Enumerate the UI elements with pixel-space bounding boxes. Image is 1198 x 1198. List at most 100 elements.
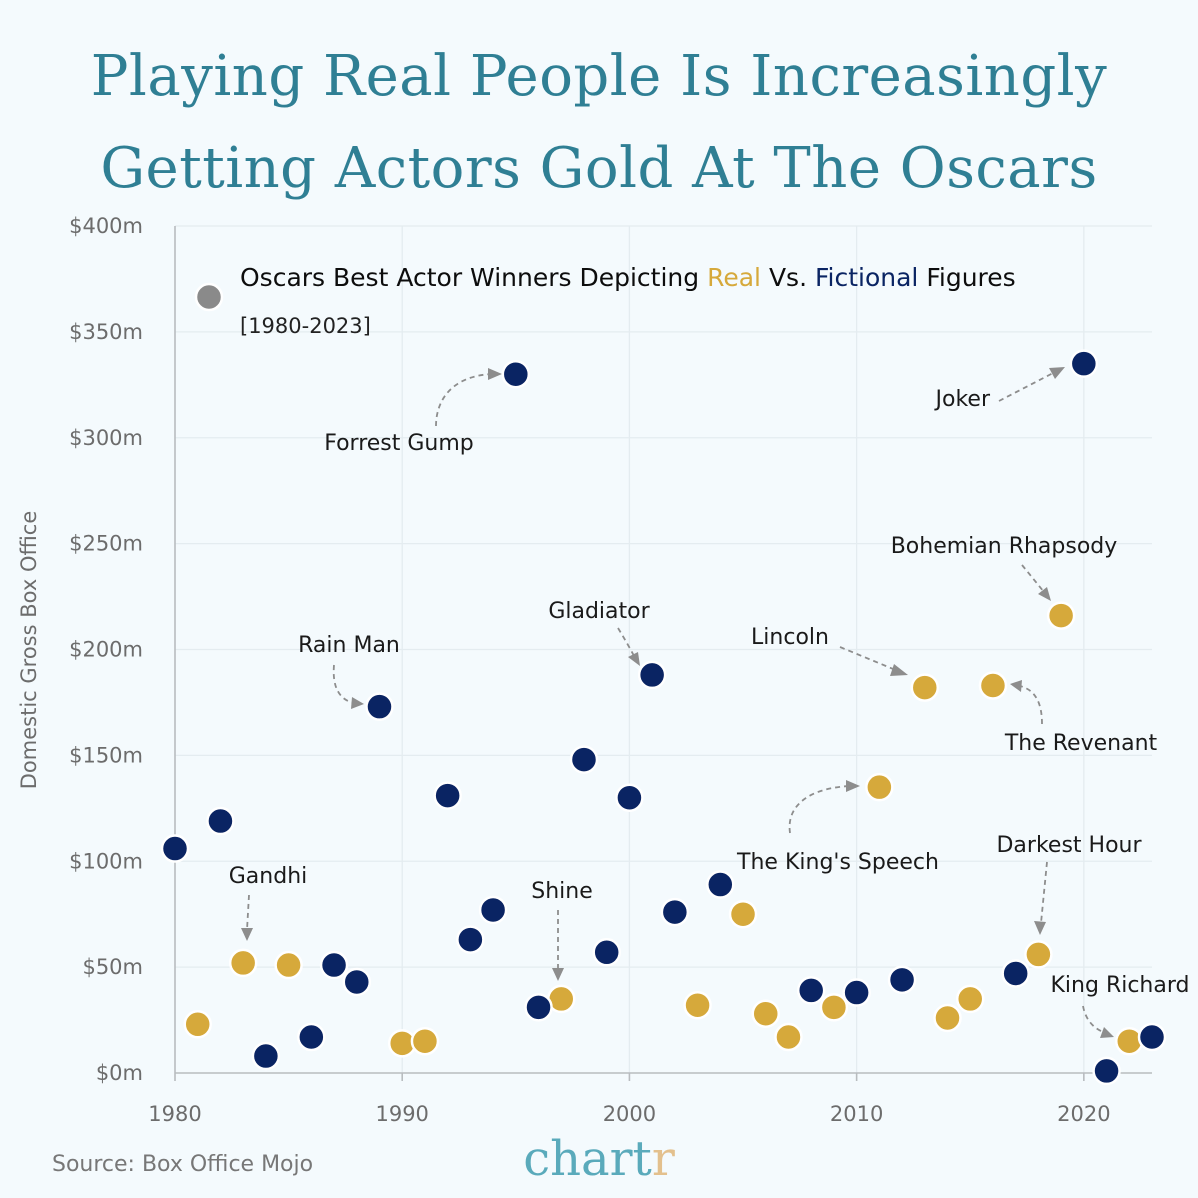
point-fictional-1988 — [342, 967, 372, 997]
arrowhead-the-kings-speech — [846, 780, 860, 792]
arrowhead-lincoln — [890, 664, 908, 676]
annotation-gandhi: Gandhi — [229, 864, 308, 889]
arrowhead-rain-man — [351, 697, 364, 709]
point-fictional-1980 — [160, 834, 190, 863]
arrow-king-richard — [1082, 1005, 1107, 1034]
y-tick-label: $250m — [69, 532, 143, 556]
point-fictional-1992 — [433, 781, 462, 810]
arrowhead-king-richard — [1100, 1027, 1114, 1038]
annotation-darkest-hour: Darkest Hour — [996, 833, 1142, 858]
point-fictional-1982 — [206, 806, 235, 836]
legend: Oscars Best Actor Winners Depicting Real… — [194, 263, 1016, 338]
data-points — [160, 349, 1167, 1086]
arrowhead-gladiator — [628, 652, 640, 666]
legend-prefix: Oscars Best Actor Winners Depicting — [240, 263, 707, 292]
point-real-2015 — [955, 984, 985, 1014]
arrow-lincoln — [839, 646, 899, 672]
annotations: Forrest Gump Joker Bohemian Rhapsody Gla… — [229, 367, 1190, 1038]
annotation-the-revenant: The Revenant — [1004, 731, 1158, 756]
y-tick-label: $50m — [82, 955, 143, 979]
y-tick-label: $100m — [69, 849, 143, 873]
arrow-forrest-gump — [435, 373, 493, 427]
arrowhead-darkest-hour — [1034, 921, 1046, 935]
point-fictional-1993 — [456, 925, 485, 954]
point-real-2003 — [683, 990, 712, 1020]
legend-fictional-word: Fictional — [815, 263, 918, 292]
point-fictional-2002 — [660, 897, 690, 927]
legend-subtitle: [1980-2023] — [240, 314, 371, 338]
annotation-joker: Joker — [934, 387, 991, 412]
point-real-2006 — [751, 999, 780, 1028]
y-tick-label: $200m — [69, 638, 143, 662]
point-real-1991 — [410, 1026, 440, 1056]
legend-title: Oscars Best Actor Winners Depicting Real… — [240, 263, 1016, 292]
y-tick-label: $0m — [96, 1061, 143, 1085]
point-fictional-2020 — [1069, 349, 1099, 378]
point-fictional-1996 — [524, 993, 553, 1022]
point-real-2014 — [933, 1003, 962, 1033]
point-real-2022 — [1115, 1026, 1144, 1056]
y-tick-label: $400m — [69, 214, 143, 238]
point-real-2016 — [978, 671, 1008, 700]
annotation-forrest-gump: Forrest Gump — [324, 431, 474, 456]
arrowhead-shine — [552, 968, 564, 981]
legend-real-word: Real — [707, 263, 761, 292]
y-tick-label: $300m — [69, 426, 143, 450]
point-real-2007 — [774, 1022, 803, 1052]
annotation-shine: Shine — [531, 879, 593, 904]
arrow-the-kings-speech — [788, 785, 851, 834]
arrow-gladiator — [617, 627, 635, 657]
point-fictional-1984 — [251, 1041, 281, 1071]
point-fictional-2021 — [1092, 1056, 1121, 1086]
arrow-bohemian-rhapsody — [1021, 564, 1045, 593]
point-fictional-2010 — [842, 978, 871, 1007]
legend-middle: Vs. — [761, 263, 815, 292]
arrow-rain-man — [332, 664, 355, 704]
arrow-gandhi — [246, 894, 250, 931]
annotation-rain-man: Rain Man — [298, 633, 400, 658]
arrow-darkest-hour — [1040, 861, 1048, 924]
annotation-the-kings-speech: The King's Speech — [736, 850, 939, 875]
brand-logo: chartr — [523, 1131, 675, 1187]
y-tick-label: $350m — [69, 320, 143, 344]
point-real-2018 — [1024, 940, 1053, 969]
arrowhead-joker — [1049, 367, 1065, 379]
x-tick-label: 2020 — [1057, 1102, 1110, 1126]
x-tick-label: 1990 — [375, 1102, 428, 1126]
point-real-2005 — [728, 899, 758, 929]
arrowhead-gandhi — [241, 928, 253, 941]
arrow-joker — [998, 371, 1056, 402]
point-real-1985 — [274, 950, 303, 980]
point-real-1983 — [228, 948, 258, 978]
point-fictional-1998 — [569, 745, 599, 774]
axes: $0m $50m $100m $150m $200m $250m $300m $350m $40… — [69, 214, 1152, 1126]
annotation-king-richard: King Richard — [1051, 973, 1190, 998]
point-fictional-2004 — [706, 870, 735, 899]
point-fictional-1986 — [297, 1022, 326, 1052]
source-note: Source: Box Office Mojo — [52, 1152, 313, 1177]
point-fictional-1994 — [478, 895, 508, 925]
chart-title-line-1: Playing Real People Is Increasingly — [91, 44, 1107, 109]
annotation-gladiator: Gladiator — [548, 599, 650, 624]
point-fictional-2008 — [796, 976, 826, 1005]
x-tick-label: 2010 — [830, 1102, 883, 1126]
y-axis-title: Domestic Gross Box Office — [17, 511, 41, 790]
x-tick-label: 2000 — [603, 1102, 656, 1126]
y-tick-label: $150m — [69, 743, 143, 767]
x-tick-label: 1980 — [148, 1102, 201, 1126]
brand-main: chart — [523, 1131, 652, 1187]
point-fictional-2012 — [887, 965, 917, 995]
point-real-2009 — [819, 993, 849, 1022]
annotation-lincoln: Lincoln — [751, 625, 829, 650]
legend-marker — [194, 282, 224, 312]
chart-title-line-2: Getting Actors Gold At The Oscars — [100, 136, 1097, 201]
point-fictional-1989 — [365, 692, 394, 721]
annotation-bohemian-rhapsody: Bohemian Rhapsody — [891, 534, 1118, 559]
point-fictional-2017 — [1001, 959, 1030, 988]
point-fictional-1999 — [592, 938, 621, 967]
point-fictional-1987 — [319, 950, 349, 980]
point-real-2011 — [865, 772, 894, 802]
point-fictional-2000 — [615, 783, 644, 812]
arrow-the-revenant — [1019, 685, 1043, 725]
